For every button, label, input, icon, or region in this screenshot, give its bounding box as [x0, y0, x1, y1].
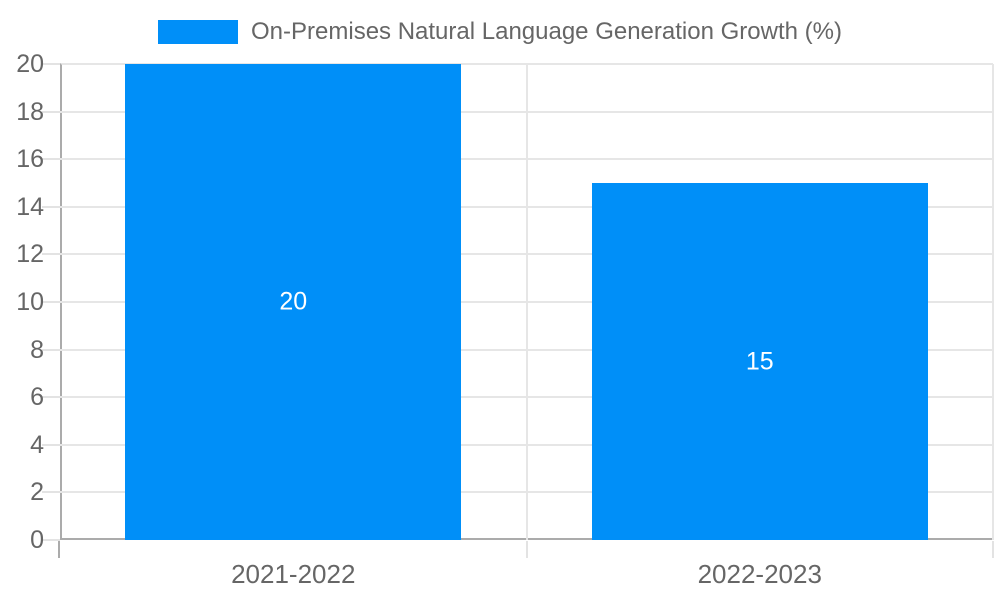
y-axis-tick-label: 20 [16, 50, 44, 78]
y-tick-mark [42, 63, 60, 65]
bar[interactable]: 20 [125, 64, 462, 540]
bar-value-label: 20 [279, 287, 308, 316]
bar[interactable]: 15 [591, 183, 928, 540]
y-axis-tick-label: 0 [30, 526, 44, 554]
y-axis-tick-label: 2 [30, 478, 44, 507]
y-tick-mark [42, 491, 60, 494]
y-tick-mark [42, 301, 60, 303]
y-tick-mark [42, 205, 60, 208]
y-axis-tick-label: 4 [30, 430, 44, 459]
x-tick-mark [58, 541, 60, 558]
y-tick-mark [42, 158, 60, 161]
y-axis-tick-label: 18 [16, 97, 44, 126]
x-gridline [525, 64, 528, 540]
x-axis-tick-label: 2021-2022 [231, 559, 356, 589]
y-tick-mark [42, 539, 60, 541]
legend-label: On-Premises Natural Language Generation … [251, 18, 842, 45]
y-tick-mark [42, 348, 60, 351]
y-axis-tick-label: 16 [16, 145, 44, 174]
y-axis-tick-label: 10 [16, 288, 44, 316]
x-tick-mark [992, 541, 994, 558]
x-tick-mark [525, 541, 528, 558]
legend-item[interactable]: On-Premises Natural Language Generation … [158, 19, 842, 45]
y-tick-mark [42, 110, 60, 113]
y-tick-mark [42, 443, 60, 446]
y-tick-mark [42, 396, 60, 399]
legend-swatch [158, 20, 239, 44]
y-axis-tick-label: 8 [30, 335, 44, 364]
y-tick-mark [42, 253, 60, 256]
x-gridline [992, 64, 994, 540]
y-axis-tick-label: 12 [16, 240, 44, 269]
bar-value-label: 15 [745, 347, 774, 375]
chart-legend: On-Premises Natural Language Generation … [0, 19, 1000, 45]
y-axis-tick-label: 14 [16, 192, 44, 221]
y-axis-tick-label: 6 [30, 383, 44, 412]
x-axis-tick-label: 2022-2023 [697, 559, 822, 589]
